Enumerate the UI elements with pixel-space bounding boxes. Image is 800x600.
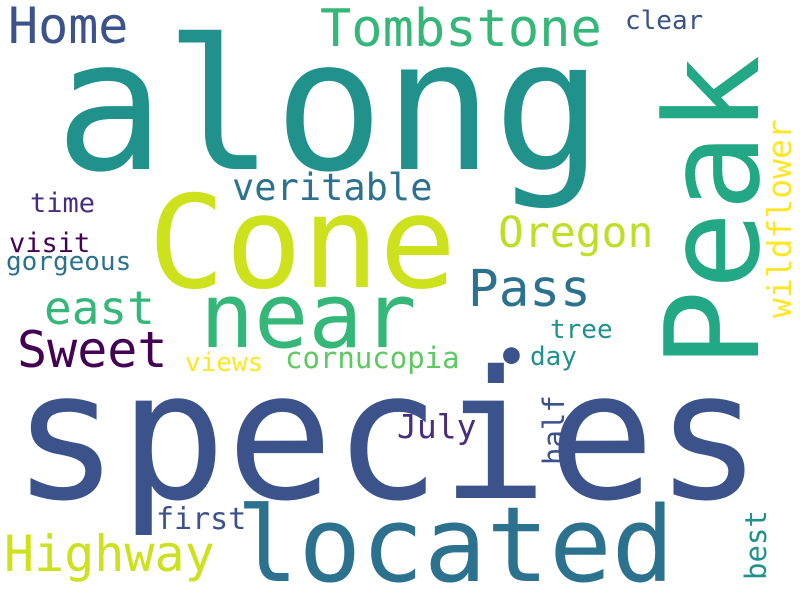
word-located: located xyxy=(236,484,675,600)
word-gorgeous: gorgeous xyxy=(6,247,132,277)
word-cornucopia: cornucopia xyxy=(285,341,460,375)
word-time: time xyxy=(30,188,96,219)
word-views: views xyxy=(185,348,264,378)
word-sweet: Sweet xyxy=(17,321,168,379)
word-tombstone: Tombstone xyxy=(320,0,602,59)
word-best: best xyxy=(739,510,773,580)
word-home: Home xyxy=(8,0,129,55)
word-visit: visit xyxy=(9,228,91,259)
word-east: east xyxy=(44,281,155,335)
word-veritable: veritable xyxy=(232,166,433,209)
word-species: species xyxy=(12,333,763,540)
word-peak: Peak xyxy=(637,54,789,368)
word-first: first xyxy=(156,502,247,537)
word-highway: Highway xyxy=(4,525,215,583)
word-cone: Cone xyxy=(148,169,457,318)
word-near: near xyxy=(200,264,417,369)
word-along: along xyxy=(55,0,603,212)
word-clear: clear xyxy=(625,6,704,36)
word-day: day xyxy=(530,342,577,372)
word-july: July xyxy=(397,407,477,446)
dot-glyph: ● xyxy=(503,337,520,370)
word-wildflower: wildflower xyxy=(760,119,799,318)
word-oregon: Oregon xyxy=(498,208,654,258)
word-half: half xyxy=(537,395,571,465)
word-pass: Pass xyxy=(468,260,591,319)
word-tree: tree xyxy=(550,315,613,345)
